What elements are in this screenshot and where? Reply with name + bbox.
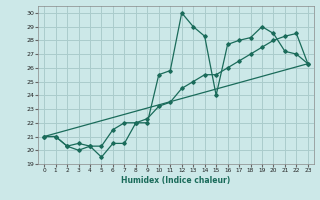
X-axis label: Humidex (Indice chaleur): Humidex (Indice chaleur) [121, 176, 231, 185]
